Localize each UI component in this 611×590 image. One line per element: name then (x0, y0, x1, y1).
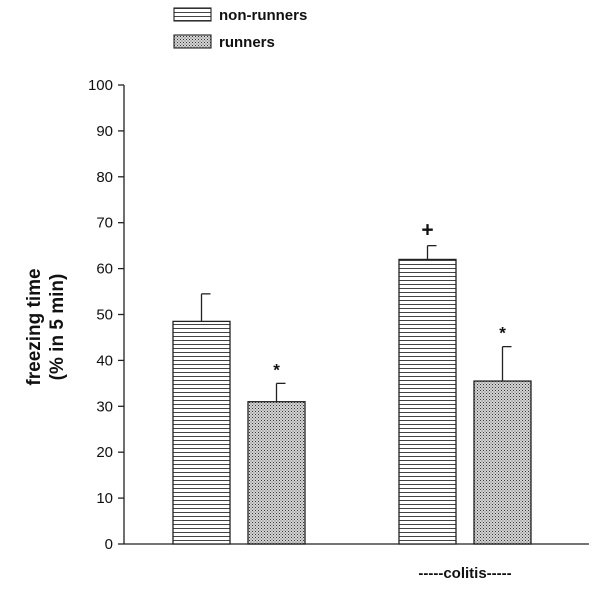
group-labels: -----colitis----- (418, 565, 511, 582)
y-tick-label: 0 (105, 536, 113, 553)
bar-runners-group-1 (473, 380, 532, 545)
bar-non-runners-group-0 (172, 320, 231, 545)
y-axis: 0 10 20 30 40 50 60 70 80 90 100 (88, 77, 125, 553)
y-tick-label: 90 (96, 123, 113, 140)
legend-swatch-runners (173, 34, 212, 49)
bar-non-runners-group-1 (398, 258, 457, 545)
significance-marker: * (499, 324, 506, 343)
legend-swatch-non-runners (173, 7, 212, 22)
error-bars (200, 244, 512, 402)
y-axis-title-line-2: (% in 5 min) (47, 274, 68, 381)
y-tick-label: 100 (88, 77, 113, 94)
legend-label-non-runners: non-runners (219, 7, 307, 24)
y-tick-label: 30 (96, 398, 113, 415)
significance-marker: + (421, 219, 433, 242)
legend-label-runners: runners (219, 34, 275, 51)
y-axis-title-line-1: freezing time (24, 268, 45, 385)
y-tick-label: 50 (96, 307, 113, 324)
y-tick-label: 10 (96, 490, 113, 507)
group-label: -----colitis----- (418, 565, 511, 582)
y-tick-label: 70 (96, 215, 113, 232)
y-tick-label: 20 (96, 444, 113, 461)
y-tick-label: 60 (96, 261, 113, 278)
legend: non-runners runners (173, 7, 307, 51)
y-tick-label: 80 (96, 169, 113, 186)
annotations: * + * (273, 219, 506, 380)
bar-runners-group-0 (247, 401, 306, 545)
bars (172, 258, 532, 545)
y-tick-label: 40 (96, 352, 113, 369)
significance-marker: * (273, 360, 280, 379)
